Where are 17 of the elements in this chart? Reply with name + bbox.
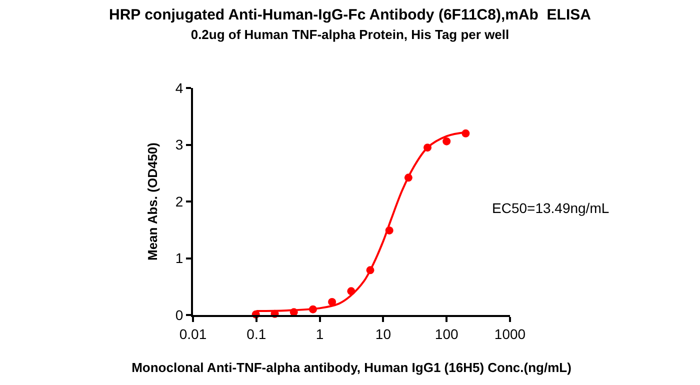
chart-subtitle: 0.2ug of Human TNF-alpha Protein, His Tag per well bbox=[190, 26, 510, 42]
x-tick-label: 0.1 bbox=[246, 326, 266, 342]
x-tick-label: 100 bbox=[434, 326, 458, 342]
x-tick-label: 1 bbox=[316, 326, 324, 342]
y-tick-label: 1 bbox=[175, 250, 184, 266]
x-tick-label: 0.01 bbox=[179, 326, 207, 342]
y-tick-label: 3 bbox=[175, 136, 184, 153]
annotation: EC50=13.49ng/mL bbox=[492, 200, 610, 216]
y-tick-label: 0 bbox=[175, 306, 184, 323]
point bbox=[442, 137, 451, 146]
y-axis-title: Mean Abs. (OD450) bbox=[144, 142, 160, 260]
chart-title: HRP conjugated Anti-Human-IgG-Fc Antibody (6F11C8),mAb ELISA bbox=[109, 6, 592, 24]
x-axis-title: Monoclonal Anti-TNF-alpha antibody, Human IgG1 (16H5) Conc.(ng/mL) bbox=[132, 360, 572, 375]
x-tick-label: 1000 bbox=[494, 326, 526, 342]
x-tick-label: 10 bbox=[375, 326, 392, 342]
y-tick-label: 4 bbox=[175, 80, 184, 96]
y-tick-label: 2 bbox=[175, 193, 184, 210]
